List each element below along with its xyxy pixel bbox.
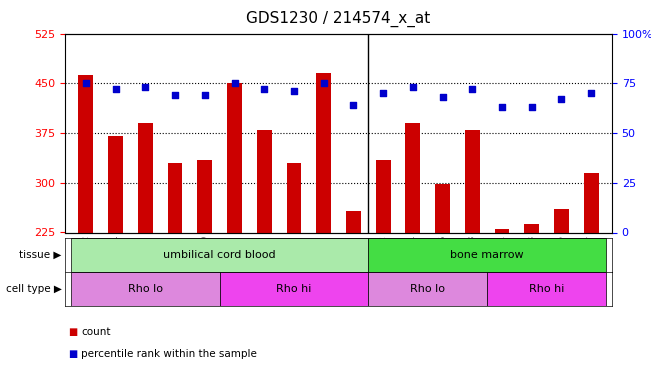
Text: Rho hi: Rho hi — [529, 284, 564, 294]
Point — [408, 84, 418, 90]
Bar — [138, 123, 153, 375]
Point — [348, 102, 359, 108]
Point — [318, 81, 329, 87]
Point — [229, 81, 240, 87]
Bar — [368, 238, 606, 272]
Text: percentile rank within the sample: percentile rank within the sample — [81, 350, 257, 359]
Point — [586, 90, 596, 96]
Point — [378, 90, 388, 96]
Bar — [487, 272, 606, 306]
Text: Rho lo: Rho lo — [410, 284, 445, 294]
Bar — [465, 130, 480, 375]
Bar — [256, 130, 271, 375]
Bar — [219, 272, 368, 306]
Point — [437, 94, 448, 100]
Text: ■: ■ — [68, 327, 77, 337]
Bar — [406, 123, 421, 375]
Text: GDS1230 / 214574_x_at: GDS1230 / 214574_x_at — [246, 11, 431, 27]
Bar — [435, 184, 450, 375]
Bar — [524, 224, 539, 375]
Text: Rho lo: Rho lo — [128, 284, 163, 294]
Bar — [554, 209, 569, 375]
Point — [259, 86, 270, 92]
Bar — [368, 272, 487, 306]
Text: ■: ■ — [68, 350, 77, 359]
Point — [81, 81, 91, 87]
Bar — [286, 163, 301, 375]
Bar — [227, 83, 242, 375]
Point — [556, 96, 566, 102]
Point — [170, 92, 180, 98]
Bar — [71, 272, 219, 306]
Text: umbilical cord blood: umbilical cord blood — [163, 250, 276, 260]
Point — [140, 84, 150, 90]
Bar — [376, 160, 391, 375]
Text: Rho hi: Rho hi — [276, 284, 312, 294]
Bar — [71, 238, 368, 272]
Text: count: count — [81, 327, 111, 337]
Bar — [168, 163, 182, 375]
Point — [200, 92, 210, 98]
Bar — [316, 74, 331, 375]
Point — [497, 104, 507, 110]
Text: bone marrow: bone marrow — [450, 250, 524, 260]
Bar — [197, 160, 212, 375]
Bar — [584, 173, 598, 375]
Point — [289, 88, 299, 94]
Bar — [79, 75, 93, 375]
Bar — [108, 136, 123, 375]
Bar — [346, 211, 361, 375]
Point — [527, 104, 537, 110]
Text: cell type ▶: cell type ▶ — [6, 284, 62, 294]
Point — [467, 86, 477, 92]
Text: tissue ▶: tissue ▶ — [20, 250, 62, 260]
Point — [111, 86, 121, 92]
Bar — [495, 229, 509, 375]
